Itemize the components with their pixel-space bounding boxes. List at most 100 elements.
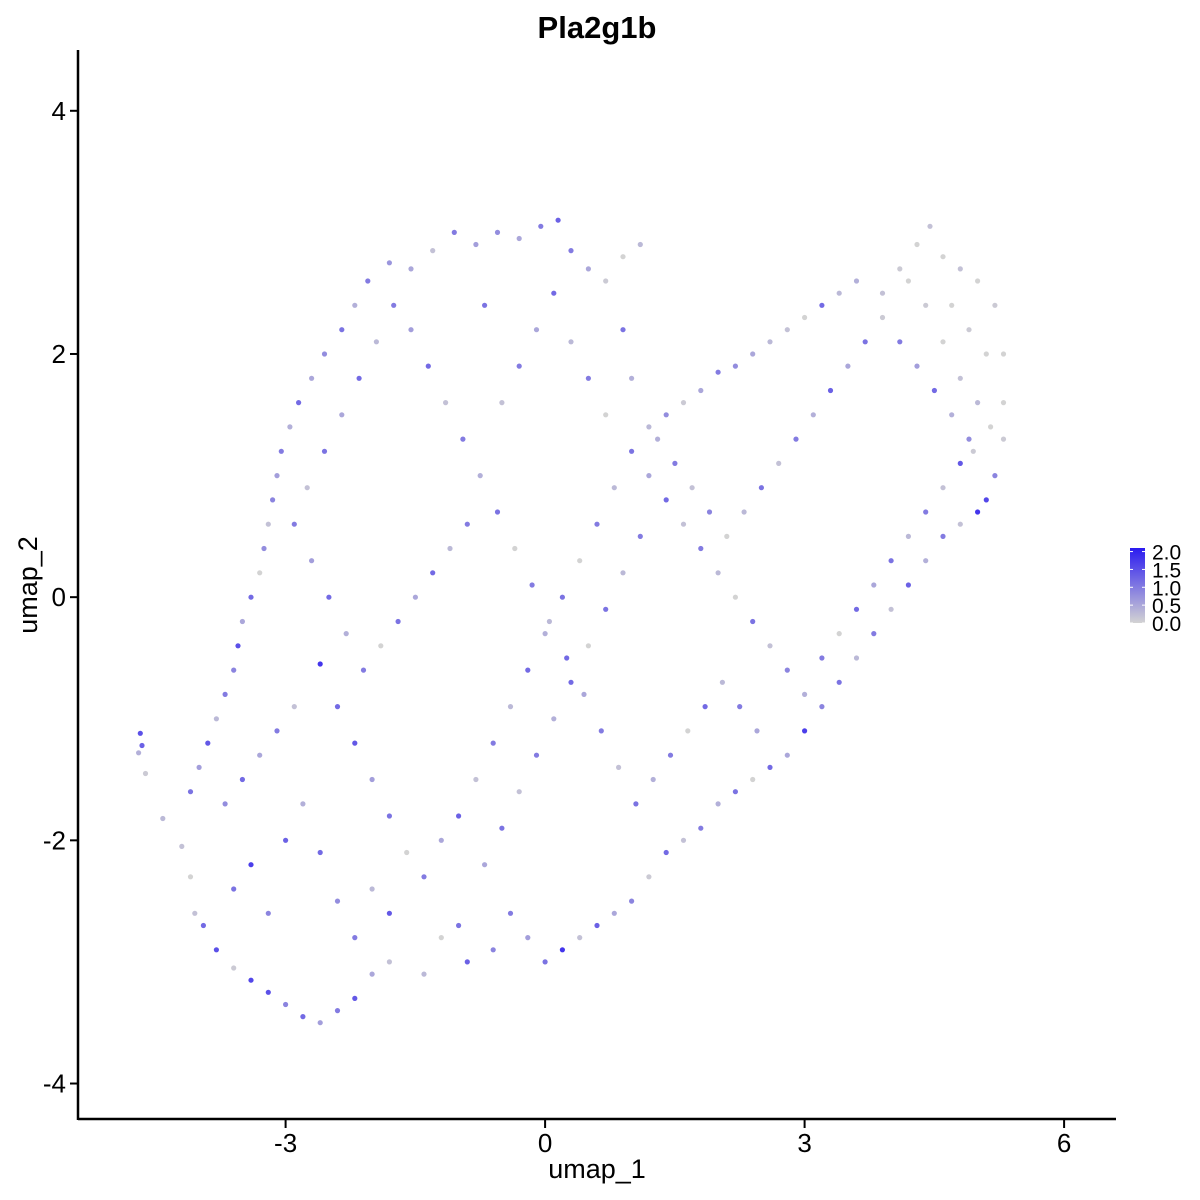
scatter-point: [827, 387, 834, 394]
colorbar-tick-label: 0.5: [1152, 595, 1181, 618]
scatter-point: [179, 843, 185, 850]
scatter-point: [992, 302, 998, 308]
scatter-point: [512, 545, 518, 552]
colorbar-tick-label: 1.5: [1152, 559, 1181, 582]
scatter-point: [507, 910, 514, 916]
scatter-point: [655, 436, 661, 442]
scatter-point: [291, 521, 297, 527]
scatter-point: [222, 801, 228, 807]
scatter-point: [404, 849, 410, 856]
y-axis-label: umap_2: [13, 536, 43, 634]
scatter-point: [949, 302, 955, 308]
scatter-point: [680, 400, 687, 406]
scatter-point: [862, 339, 868, 345]
scatter-point: [897, 266, 903, 272]
scatter-point: [160, 815, 166, 822]
scatter-point: [702, 704, 708, 710]
scatter-point: [304, 485, 310, 491]
scatter-point: [408, 327, 414, 333]
scatter-point: [650, 776, 656, 783]
scatter-point: [205, 740, 211, 746]
scatter-point: [533, 752, 540, 758]
scatter-point: [784, 752, 790, 758]
scatter-point: [905, 278, 912, 284]
scatter-point: [957, 521, 963, 527]
scatter-point: [966, 436, 972, 442]
scatter-point: [568, 339, 574, 345]
scatter-point: [637, 241, 643, 248]
scatter-point: [326, 594, 332, 600]
scatter-point: [352, 302, 358, 308]
scatter-point: [352, 740, 358, 746]
x-axis-ticks: -3 0 3 6: [274, 1120, 1071, 1158]
scatter-point: [257, 570, 263, 576]
scatter-point: [438, 935, 444, 941]
scatter-point: [750, 351, 756, 357]
scatter-point: [456, 922, 462, 929]
x-tick-label: 3: [797, 1128, 811, 1158]
colorbar: [1130, 548, 1145, 623]
scatter-point: [490, 947, 496, 953]
scatter-point: [473, 776, 479, 783]
scatter-point: [1000, 436, 1007, 442]
scatter-point: [360, 667, 367, 673]
scatter-point: [871, 631, 877, 637]
scatter-point: [477, 473, 483, 479]
scatter-point: [724, 533, 730, 540]
scatter-point: [970, 448, 976, 454]
scatter-point: [309, 375, 315, 381]
scatter-point: [425, 363, 431, 369]
scatter-point: [568, 679, 574, 685]
scatter-point: [983, 351, 989, 357]
scatter-point: [680, 521, 687, 527]
scatter-point: [646, 874, 652, 880]
scatter-point: [616, 764, 622, 771]
scatter-point: [983, 497, 989, 503]
scatter-point: [568, 248, 574, 254]
scatter-point: [494, 229, 501, 235]
scatter-point: [291, 704, 297, 710]
scatter-point: [443, 400, 449, 406]
colorbar-tick-label: 0.0: [1152, 613, 1181, 636]
scatter-point: [378, 643, 384, 649]
scatter-point: [438, 837, 444, 843]
scatter-point: [386, 813, 392, 819]
scatter-point: [914, 363, 920, 369]
scatter-point: [192, 910, 198, 916]
scatter-point: [412, 594, 418, 600]
scatter-point: [343, 631, 349, 637]
y-tick-label: -4: [43, 1069, 66, 1099]
scatter-point: [369, 776, 375, 783]
scatter-point: [278, 448, 284, 454]
scatter-point: [555, 217, 561, 223]
scatter-point: [802, 314, 808, 321]
scatter-point: [456, 813, 462, 819]
scatter-point: [931, 387, 938, 394]
scatter-point: [473, 241, 479, 248]
x-tick-label: 0: [538, 1128, 552, 1158]
scatter-point: [283, 837, 289, 843]
scatter-point: [265, 910, 271, 916]
scatter-point: [888, 558, 894, 564]
scatter-point: [620, 254, 626, 260]
scatter-point: [257, 752, 263, 758]
scatter-point: [300, 801, 306, 807]
scatter-point: [136, 750, 142, 756]
scatter-point: [975, 400, 981, 406]
scatter-point: [667, 752, 674, 758]
scatter-point: [248, 977, 254, 983]
scatter-point: [793, 436, 799, 442]
scatter-point: [395, 618, 401, 625]
scatter-point: [386, 959, 392, 965]
scatter-point: [334, 898, 341, 904]
y-tick-label: 0: [52, 582, 66, 612]
scatter-point: [715, 369, 721, 375]
scatter-point: [750, 776, 756, 783]
scatter-point: [585, 643, 592, 649]
scatter-point: [464, 959, 470, 965]
scatter-point: [507, 704, 514, 710]
scatter-point: [516, 235, 522, 242]
scatter-point: [672, 460, 678, 466]
scatter-point: [685, 728, 691, 734]
scatter-point: [248, 862, 254, 868]
